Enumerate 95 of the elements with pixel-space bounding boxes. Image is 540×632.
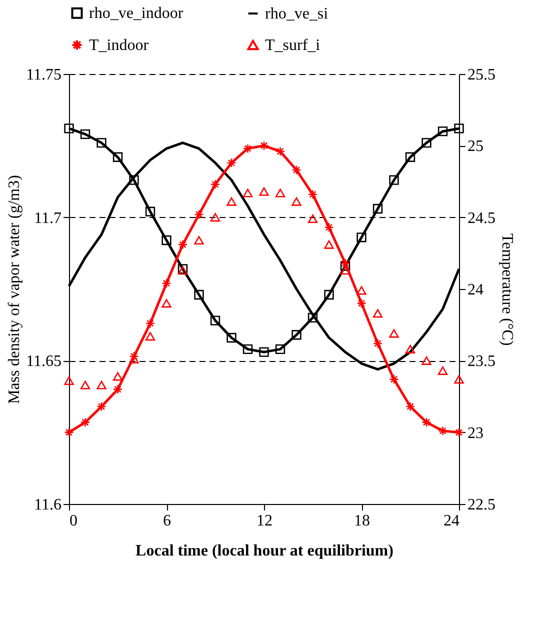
point xyxy=(80,129,90,140)
x-tick-label: 18 xyxy=(354,512,370,530)
point xyxy=(389,329,399,338)
x-tick-label: 6 xyxy=(163,512,171,530)
point xyxy=(438,426,448,436)
y2-tick-label: 24 xyxy=(468,282,484,298)
point xyxy=(372,338,383,348)
point xyxy=(356,232,366,242)
point xyxy=(405,402,416,412)
point xyxy=(129,175,139,185)
y2-axis-title: Temperature (°C) xyxy=(498,233,516,346)
point xyxy=(372,204,383,214)
point xyxy=(226,197,236,206)
x-tick-label: 12 xyxy=(256,512,272,530)
point xyxy=(356,286,366,295)
x-tick-label: 24 xyxy=(444,512,460,530)
point xyxy=(226,332,236,343)
y2-tick-label: 25.5 xyxy=(468,66,496,84)
point xyxy=(454,375,464,384)
point xyxy=(356,298,366,308)
point xyxy=(96,380,106,390)
point xyxy=(308,214,318,224)
point xyxy=(308,190,318,200)
point xyxy=(259,140,269,150)
y2-tick-label: 24.5 xyxy=(468,210,496,227)
point xyxy=(324,290,334,300)
legend-label: T_surf_i xyxy=(265,37,321,54)
point xyxy=(64,124,74,134)
point xyxy=(194,290,204,300)
point xyxy=(129,352,139,362)
point xyxy=(454,428,464,438)
y-tick-label: 11.6 xyxy=(34,496,62,514)
point xyxy=(389,175,399,185)
point xyxy=(112,384,123,394)
y-tick-label: 11.7 xyxy=(34,210,62,227)
y-tick-label: 11.75 xyxy=(26,66,62,84)
point xyxy=(145,332,156,341)
point xyxy=(275,146,286,156)
point xyxy=(438,366,448,375)
point xyxy=(64,376,74,386)
point xyxy=(454,124,464,134)
x-tick-label: 0 xyxy=(70,512,78,530)
point xyxy=(438,126,448,136)
point xyxy=(340,258,350,268)
point xyxy=(340,266,350,275)
point xyxy=(405,344,416,354)
point xyxy=(210,316,220,326)
y2-tick-label: 25 xyxy=(468,138,484,156)
point xyxy=(372,309,383,318)
point xyxy=(242,344,253,354)
point xyxy=(210,180,220,190)
point xyxy=(308,312,318,322)
point xyxy=(145,206,156,216)
point xyxy=(275,344,286,354)
point xyxy=(242,188,253,198)
legend-label: T_indoor xyxy=(89,37,150,54)
y-tick-label: 11.65 xyxy=(26,353,62,370)
point xyxy=(259,187,269,196)
point xyxy=(275,188,286,198)
point xyxy=(324,240,334,249)
point xyxy=(162,278,172,288)
point xyxy=(292,165,302,175)
point xyxy=(96,138,106,148)
y2-tick-label: 23.5 xyxy=(468,353,496,370)
legend-label: rho_ve_si xyxy=(265,6,329,22)
y2-tick-label: 23 xyxy=(468,424,484,442)
point xyxy=(112,372,123,381)
point xyxy=(226,158,236,168)
point xyxy=(64,428,74,438)
point xyxy=(162,299,172,308)
point xyxy=(242,144,253,154)
point xyxy=(422,356,432,365)
point xyxy=(210,213,220,222)
point xyxy=(422,138,432,148)
x-axis-title: Local time (local hour at equilibrium) xyxy=(136,542,394,560)
point xyxy=(422,417,432,428)
point xyxy=(324,222,334,232)
y2-tick-label: 22.5 xyxy=(468,496,496,514)
point xyxy=(80,380,90,390)
point xyxy=(112,152,123,162)
point xyxy=(194,210,204,220)
y-axis-title: Mass density of vapor water (g/m3) xyxy=(6,175,24,404)
point xyxy=(340,261,350,271)
point xyxy=(259,347,269,357)
point xyxy=(389,374,399,384)
point xyxy=(96,402,106,412)
point xyxy=(145,318,156,328)
point xyxy=(162,235,172,246)
point xyxy=(80,417,90,428)
point xyxy=(292,197,302,206)
point xyxy=(194,236,204,245)
point xyxy=(292,330,302,340)
point xyxy=(405,152,416,162)
legend-label: rho_ve_indoor xyxy=(89,5,184,22)
point xyxy=(178,240,188,250)
